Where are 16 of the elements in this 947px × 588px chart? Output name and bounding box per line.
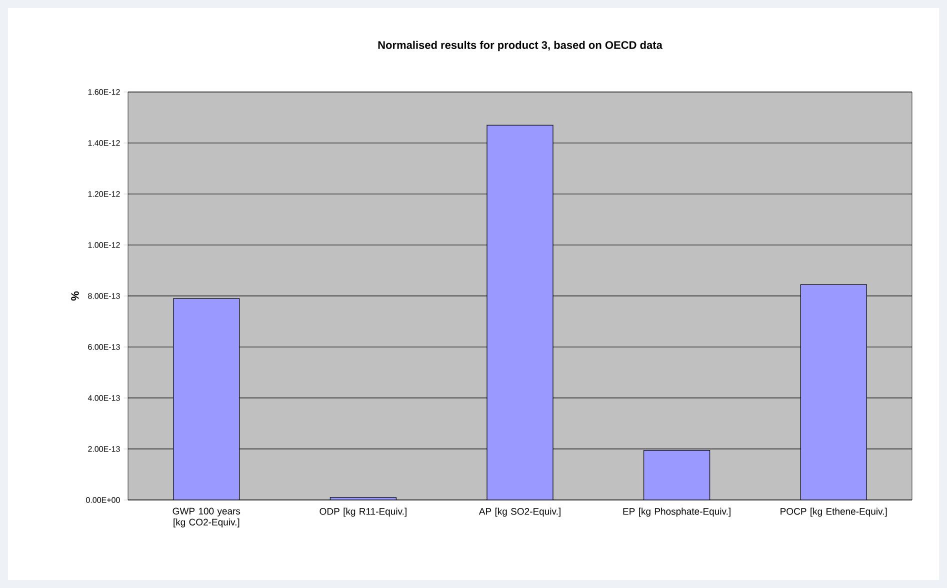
y-tick-label: 6.00E-13 (88, 344, 120, 350)
x-tick-label: POCP [kg Ethene-Equiv.] (780, 508, 887, 517)
y-tick-label: 1.40E-12 (88, 140, 120, 146)
x-tick-label: AP [kg SO2-Equiv.] (478, 508, 560, 517)
x-tick-label: ODP [kg R11-Equiv.] (320, 508, 406, 517)
y-tick-label: 1.00E-12 (88, 242, 120, 248)
x-tick-label: GWP 100 years [kg CO2-Equiv.] (172, 508, 240, 528)
chart-title: Normalised results for product 3, based on OECD data (378, 40, 662, 52)
y-tick-label: 1.20E-12 (88, 191, 120, 197)
y-tick-label: 8.00E-13 (88, 293, 120, 299)
y-tick-label: 1.60E-12 (88, 89, 120, 95)
x-tick-label: EP [kg Phosphate-Equiv.] (623, 508, 730, 517)
y-axis-title: % (71, 291, 79, 301)
y-tick-label: 2.00E-13 (88, 446, 120, 452)
y-tick-label: 0.00E+00 (86, 497, 120, 503)
y-tick-label: 4.00E-13 (88, 395, 120, 401)
